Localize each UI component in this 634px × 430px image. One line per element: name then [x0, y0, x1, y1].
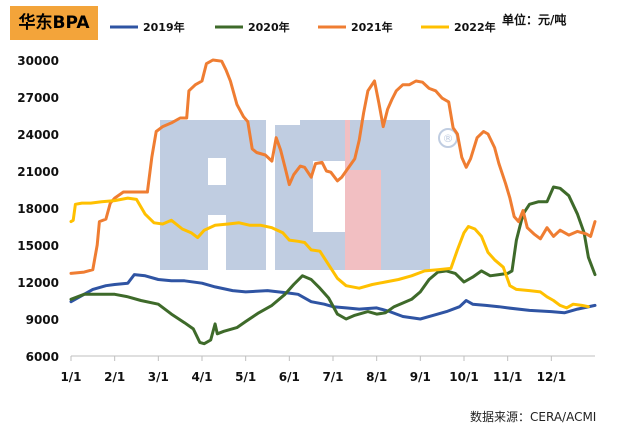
x-tick-label: 2/1 [104, 370, 125, 384]
x-tick-label: 3/1 [148, 370, 169, 384]
x-tick-label: 8/1 [366, 370, 387, 384]
series-line-4 [69, 196, 590, 310]
chart-title: 华东BPA [10, 6, 98, 40]
source-note: 数据来源：CERA/ACMI [470, 410, 597, 424]
watermark-mark: ® [443, 132, 454, 145]
y-tick-label: 9000 [26, 313, 59, 327]
x-tick-label: 5/1 [235, 370, 256, 384]
y-tick-label: 15000 [17, 239, 59, 253]
legend-label: 2019年 [143, 20, 185, 34]
x-tick-label: 1/1 [60, 370, 81, 384]
y-tick-label: 21000 [17, 165, 59, 179]
series-line-1 [69, 273, 597, 321]
y-tick-label: 24000 [17, 128, 59, 142]
legend-label: 2022年 [454, 20, 496, 34]
unit-label: 单位：元/吨 [502, 13, 567, 27]
x-tick-label: 7/1 [322, 370, 343, 384]
y-tick-label: 12000 [17, 276, 59, 290]
x-tick-label: 11/1 [493, 370, 522, 384]
legend-item-2: 2020年 [215, 20, 290, 34]
series-line-2 [69, 185, 597, 346]
y-tick-label: 27000 [17, 91, 59, 105]
series-line-3 [69, 58, 597, 275]
y-tick-label: 6000 [26, 350, 59, 364]
y-tick-label: 18000 [17, 202, 59, 216]
x-tick-label: 4/1 [191, 370, 212, 384]
legend-item-3: 2021年 [318, 20, 393, 34]
x-tick-label: 12/1 [537, 370, 566, 384]
legend-item-1: 2019年 [110, 20, 185, 34]
y-tick-label: 30000 [17, 54, 59, 68]
legend-item-4: 2022年 [421, 20, 496, 34]
x-tick-label: 6/1 [279, 370, 300, 384]
legend-label: 2020年 [248, 20, 290, 34]
x-tick-label: 9/1 [410, 370, 431, 384]
x-tick-label: 10/1 [449, 370, 478, 384]
legend-label: 2021年 [351, 20, 393, 34]
